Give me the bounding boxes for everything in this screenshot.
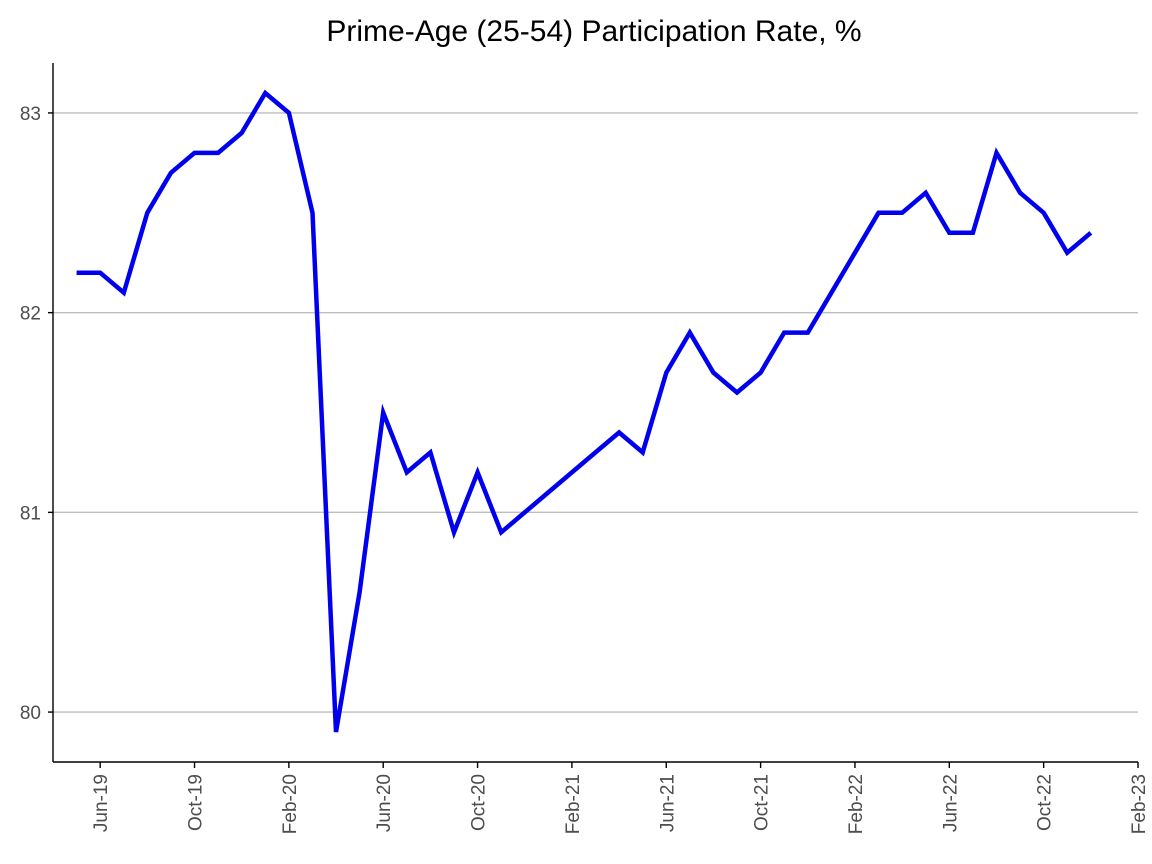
gridlines	[53, 112, 1138, 713]
axes	[52, 63, 1138, 763]
x-tick-label: Feb-22	[846, 774, 867, 834]
chart-title: Prime-Age (25-54) Participation Rate, %	[326, 15, 861, 48]
x-tick-label: Jun-22	[940, 774, 961, 832]
y-tick-label: 80	[20, 703, 41, 724]
x-tick-label: Jun-19	[91, 774, 112, 832]
y-tick-label: 81	[20, 503, 41, 524]
x-tick-label: Jun-21	[657, 774, 678, 832]
x-tick-label: Oct-22	[1035, 774, 1056, 831]
x-tick-label: Oct-19	[186, 774, 207, 831]
series-layer	[76, 89, 1093, 733]
series-line	[76, 89, 1093, 733]
x-axis-ticks: Jun-19 Oct-19 Feb-20 Jun-20 Oct-20 Feb-21 Jun-…	[91, 762, 1150, 834]
x-tick-label: Feb-23	[1129, 774, 1150, 834]
x-tick-label: Feb-21	[563, 774, 584, 834]
y-axis-ticks: 80 81 82 83	[20, 104, 53, 724]
y-tick-label: 83	[20, 104, 41, 125]
x-tick-label: Oct-21	[752, 774, 773, 831]
y-tick-label: 82	[20, 304, 41, 325]
x-tick-label: Jun-20	[374, 774, 395, 832]
x-tick-label: Feb-20	[280, 774, 301, 834]
x-tick-label: Oct-20	[469, 774, 490, 831]
